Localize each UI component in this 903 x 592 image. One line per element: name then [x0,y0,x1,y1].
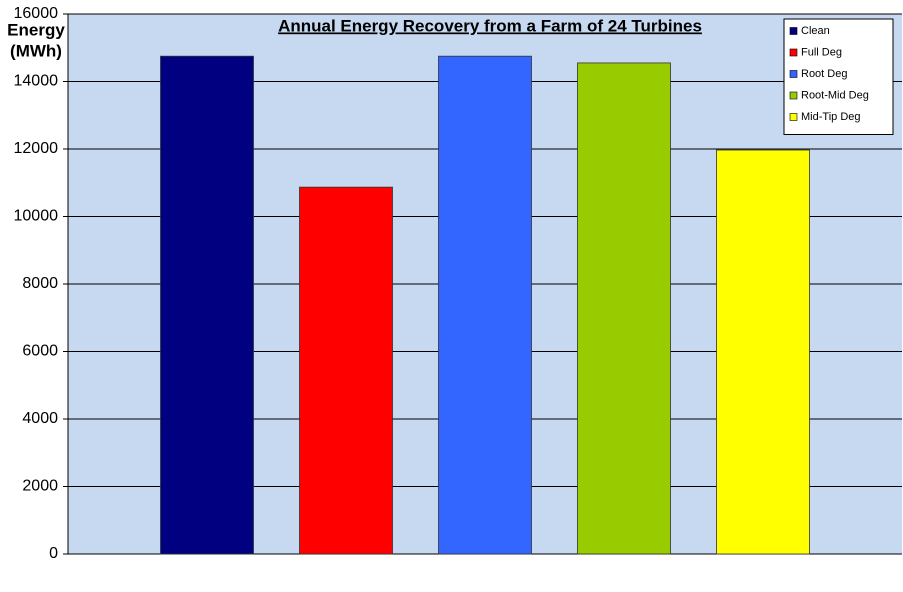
y-tick-label: 4000 [22,410,58,427]
bar [299,186,393,555]
legend-swatch [789,48,798,57]
legend-label: Clean [801,25,830,37]
legend-swatch [789,70,798,78]
y-tick-label: 12000 [14,140,59,157]
legend-swatch [789,91,798,100]
y-axis-label: (MWh) [10,41,62,60]
y-tick-label: 14000 [14,73,59,90]
bar [160,55,254,555]
legend-box [783,18,894,135]
y-tick-label: 0 [49,545,58,562]
bar [438,55,532,555]
bar [716,149,810,555]
legend-label: Root-Mid Deg [801,89,869,101]
legend-label: Mid-Tip Deg [801,111,861,123]
legend-label: Full Deg [801,46,842,58]
legend-swatch [789,27,798,35]
chart-title: Annual Energy Recovery from a Farm of 24… [278,16,702,35]
y-axis-label: Energy [7,20,65,39]
legend-swatch [789,113,798,121]
y-tick-label: 2000 [22,478,58,495]
bar [577,62,671,555]
y-tick-label: 6000 [22,343,58,360]
y-tick-label: 10000 [14,208,59,225]
y-tick-label: 8000 [22,275,58,292]
legend-label: Root Deg [801,68,847,80]
y-tick-label: 16000 [14,5,59,22]
